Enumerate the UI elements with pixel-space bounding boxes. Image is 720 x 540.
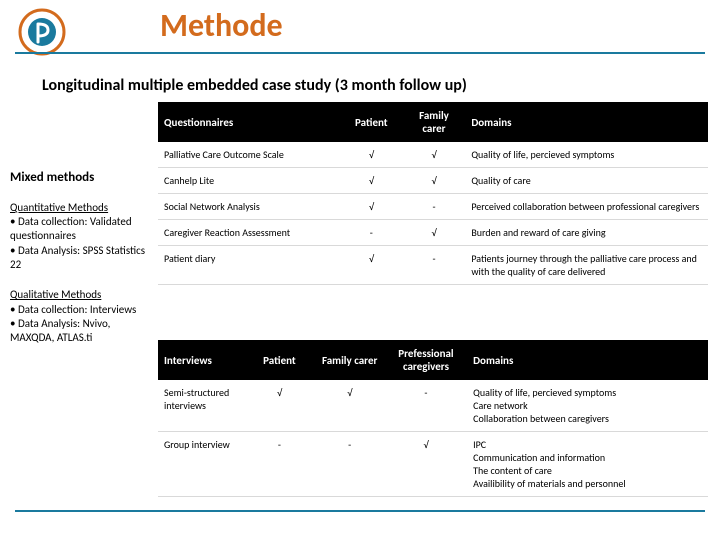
cell-domain: Quality of care xyxy=(465,168,708,194)
interviews-table: Interviews Patient Family carer Prefessi… xyxy=(158,340,708,497)
table-row: Group interview--√IPC Communication and … xyxy=(158,432,708,497)
cell-interview: Group interview xyxy=(158,432,244,497)
table-header-row: Questionnaires Patient Family carer Doma… xyxy=(158,102,708,142)
th-family-carer2: Family carer xyxy=(315,340,385,380)
cell-patient: √ xyxy=(340,246,403,285)
top-divider xyxy=(15,52,705,54)
table-row: Patient diary√-Patients journey through … xyxy=(158,246,708,285)
cell-family-carer: √ xyxy=(315,380,385,432)
cell-questionnaire: Social Network Analysis xyxy=(158,194,340,220)
qual-li2: Data Analysis: Nvivo, MAXQDA, ATLAS.ti xyxy=(10,317,110,344)
table-header-row: Interviews Patient Family carer Prefessi… xyxy=(158,340,708,380)
th-interviews: Interviews xyxy=(158,340,244,380)
cell-questionnaire: Patient diary xyxy=(158,246,340,285)
cell-questionnaire: Canhelp Lite xyxy=(158,168,340,194)
cell-family-carer: - xyxy=(403,194,466,220)
table-row: Palliative Care Outcome Scale√√Quality o… xyxy=(158,142,708,168)
cell-domain: Burden and reward of care giving xyxy=(465,220,708,246)
cell-domain: Quality of life, percieved symptoms xyxy=(465,142,708,168)
cell-prof-caregivers: √ xyxy=(385,432,467,497)
table-row: Social Network Analysis√-Perceived colla… xyxy=(158,194,708,220)
th-domains: Domains xyxy=(465,102,708,142)
table-row: Caregiver Reaction Assessment-√Burden an… xyxy=(158,220,708,246)
cell-family-carer: √ xyxy=(403,142,466,168)
cell-domain: IPC Communication and information The co… xyxy=(467,432,708,497)
cell-family-carer: - xyxy=(315,432,385,497)
th-prof-caregivers: Prefessional caregivers xyxy=(385,340,467,380)
cell-patient: √ xyxy=(340,168,403,194)
qual-title: Qualitative Methods xyxy=(10,288,101,301)
cell-questionnaire: Palliative Care Outcome Scale xyxy=(158,142,340,168)
th-patient: Patient xyxy=(340,102,403,142)
cell-domain: Perceived collaboration between professi… xyxy=(465,194,708,220)
cell-patient: √ xyxy=(340,194,403,220)
cell-domain: Quality of life, percieved symptoms Care… xyxy=(467,380,708,432)
cell-domain: Patients journey through the palliative … xyxy=(465,246,708,285)
cell-questionnaire: Caregiver Reaction Assessment xyxy=(158,220,340,246)
th-questionnaires: Questionnaires xyxy=(158,102,340,142)
qual-li1: Data collection: Interviews xyxy=(18,303,136,316)
th-family-carer: Family carer xyxy=(403,102,466,142)
table-row: Semi-structured interviews√√-Quality of … xyxy=(158,380,708,432)
cell-patient: - xyxy=(244,432,314,497)
th-domains2: Domains xyxy=(467,340,708,380)
quant-li2: Data Analysis: SPSS Statistics 22 xyxy=(10,244,145,271)
cell-family-carer: - xyxy=(403,246,466,285)
cell-patient: √ xyxy=(244,380,314,432)
cell-patient: √ xyxy=(340,142,403,168)
questionnaires-table: Questionnaires Patient Family carer Doma… xyxy=(158,102,708,285)
cell-prof-caregivers: - xyxy=(385,380,467,432)
table-row: Canhelp Lite√√Quality of care xyxy=(158,168,708,194)
sidebar: Mixed methods Quantitative Methods • Dat… xyxy=(10,170,152,362)
quant-li1: Data collection: Validated questionnaire… xyxy=(10,215,132,242)
th-patient2: Patient xyxy=(244,340,314,380)
cell-interview: Semi-structured interviews xyxy=(158,380,244,432)
quant-title: Quantitative Methods xyxy=(10,201,108,214)
page-title: Methode xyxy=(160,6,283,45)
sidebar-qual: Qualitative Methods • Data collection: I… xyxy=(10,288,152,345)
subtitle: Longitudinal multiple embedded case stud… xyxy=(42,76,467,95)
sidebar-heading: Mixed methods xyxy=(10,170,152,187)
cell-family-carer: √ xyxy=(403,168,466,194)
cell-family-carer: √ xyxy=(403,220,466,246)
sidebar-quant: Quantitative Methods • Data collection: … xyxy=(10,201,152,272)
cell-patient: - xyxy=(340,220,403,246)
logo-icon xyxy=(18,8,66,56)
bottom-divider xyxy=(15,510,705,512)
